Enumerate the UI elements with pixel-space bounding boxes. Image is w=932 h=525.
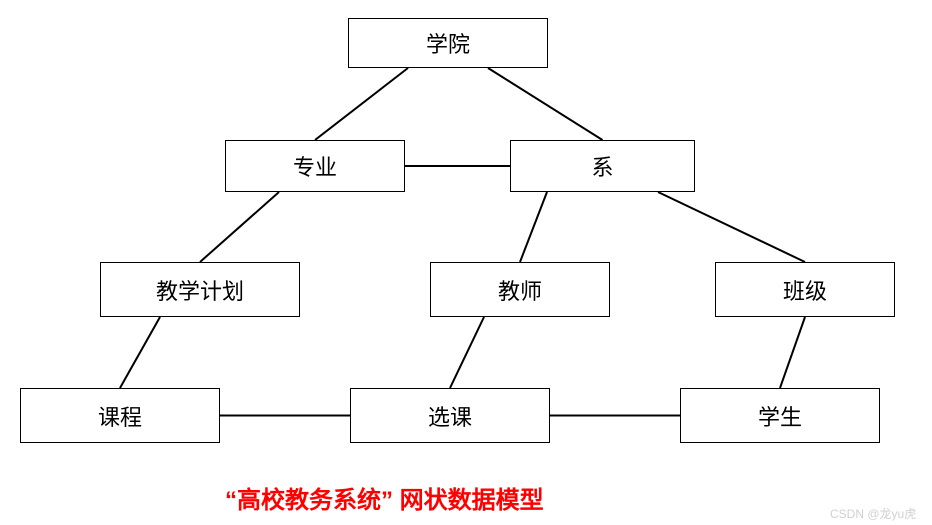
node-dept: 系 [510,140,695,192]
node-student-label: 学生 [758,400,802,432]
edge-college-dept [488,68,603,140]
node-class-label: 班级 [783,274,827,306]
node-dept-label: 系 [591,150,613,182]
node-elective-label: 选课 [428,400,472,432]
node-course-label: 课程 [98,400,142,432]
edge-college-major [315,68,408,140]
diagram-caption: “高校教务系统” 网状数据模型 [225,480,544,515]
node-elective: 选课 [350,388,550,443]
edge-plan-course [120,317,160,388]
edge-dept-teacher [520,192,547,262]
node-college: 学院 [348,18,548,68]
node-student: 学生 [680,388,880,443]
node-class: 班级 [715,262,895,317]
node-course: 课程 [20,388,220,443]
edge-class-student [780,317,805,388]
node-major: 专业 [225,140,405,192]
node-major-label: 专业 [293,150,337,182]
edge-teacher-elective [450,317,484,388]
edge-dept-class [658,192,805,262]
edge-major-plan [200,192,279,262]
node-plan-label: 教学计划 [156,274,244,306]
node-teacher-label: 教师 [498,274,542,306]
node-plan: 教学计划 [100,262,300,317]
node-teacher: 教师 [430,262,610,317]
node-college-label: 学院 [426,27,470,59]
watermark-text: CSDN @龙yu虎 [830,505,916,522]
